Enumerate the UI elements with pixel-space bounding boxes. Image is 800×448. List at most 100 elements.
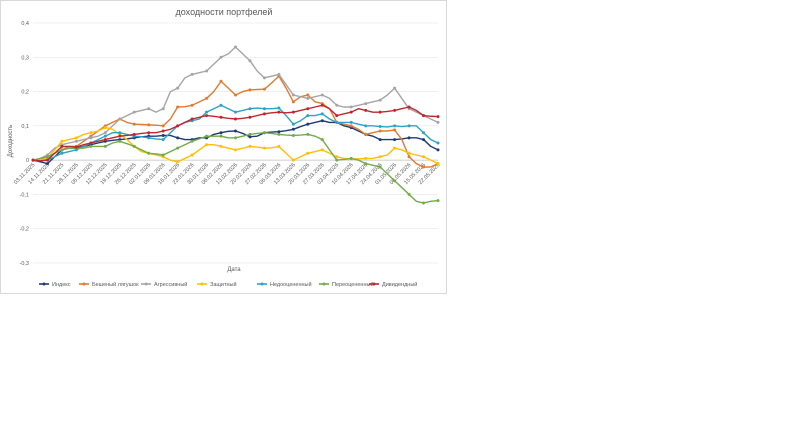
legend-label: Агрессивный: [154, 281, 187, 288]
series-line: [32, 75, 439, 168]
data-point: [248, 135, 252, 139]
data-point: [219, 103, 223, 107]
data-point: [234, 45, 237, 49]
data-point: [306, 93, 310, 97]
data-point: [393, 179, 397, 183]
legend-label: Недооцененный: [270, 281, 312, 288]
data-point: [219, 144, 223, 148]
data-point: [248, 107, 252, 111]
legend-marker: [260, 282, 264, 286]
data-point: [89, 144, 93, 148]
data-point: [176, 136, 180, 140]
data-point: [190, 153, 194, 157]
data-point: [234, 93, 237, 97]
data-point: [277, 130, 281, 134]
data-point: [103, 134, 107, 138]
data-point: [378, 155, 382, 159]
data-point: [277, 72, 281, 76]
data-point: [291, 133, 295, 137]
data-point: [89, 141, 93, 145]
data-point: [45, 155, 49, 159]
data-point: [349, 110, 353, 114]
data-point: [320, 148, 324, 152]
data-point: [147, 136, 151, 140]
data-point: [291, 100, 295, 104]
data-point: [161, 124, 165, 128]
data-point: [161, 153, 165, 157]
data-point: [422, 114, 426, 118]
data-point: [364, 162, 368, 166]
data-point: [118, 131, 122, 135]
data-point: [60, 144, 64, 148]
data-point: [31, 158, 35, 162]
data-point: [234, 148, 237, 152]
y-axis-title: Доходность: [8, 125, 14, 158]
data-point: [349, 105, 353, 109]
data-point: [132, 110, 136, 114]
data-point: [205, 96, 209, 100]
data-point: [262, 87, 266, 91]
data-point: [320, 93, 324, 97]
data-point: [45, 158, 49, 162]
data-point: [147, 151, 151, 155]
data-point: [45, 162, 49, 166]
data-point: [205, 143, 209, 147]
data-point: [248, 115, 252, 119]
data-point: [407, 105, 411, 109]
data-point: [320, 138, 324, 142]
data-point: [436, 162, 440, 166]
data-point: [335, 103, 339, 107]
legend-label: Дивидендный: [382, 281, 417, 288]
data-point: [190, 139, 194, 143]
data-point: [349, 156, 353, 160]
data-point: [176, 86, 180, 90]
data-point: [248, 88, 252, 92]
data-point: [335, 120, 339, 124]
data-point: [190, 103, 194, 107]
legend-label: Защитный: [210, 281, 237, 288]
data-point: [364, 108, 368, 112]
data-point: [349, 124, 353, 128]
data-point: [132, 144, 136, 148]
data-point: [234, 117, 237, 121]
data-point: [205, 134, 209, 138]
legend-label: Бешеный лягушок: [92, 281, 139, 288]
data-point: [277, 110, 281, 114]
data-point: [219, 55, 223, 59]
data-point: [306, 151, 310, 155]
data-point: [74, 136, 78, 140]
data-point: [219, 131, 223, 135]
data-point: [306, 114, 310, 118]
data-point: [60, 151, 64, 155]
data-point: [306, 122, 310, 126]
data-point: [161, 129, 165, 133]
data-point: [364, 132, 368, 136]
data-point: [60, 139, 64, 143]
chart-title: доходности портфелей: [176, 7, 273, 17]
data-point: [422, 201, 426, 205]
data-point: [422, 165, 426, 169]
data-point: [422, 138, 426, 142]
y-tick-label: 0,1: [21, 124, 29, 130]
data-point: [234, 110, 237, 114]
data-point: [277, 106, 281, 110]
legend-label: Переоцененный: [332, 281, 374, 288]
data-point: [147, 131, 151, 135]
legend-marker: [144, 282, 148, 286]
data-point: [291, 122, 295, 126]
data-point: [190, 117, 194, 121]
data-point: [262, 146, 266, 150]
data-point: [407, 124, 411, 128]
data-point: [205, 69, 209, 73]
data-point: [320, 119, 324, 123]
data-point: [306, 107, 310, 111]
data-point: [378, 165, 382, 169]
data-point: [393, 138, 397, 142]
data-point: [393, 124, 397, 128]
chart-frame: доходности портфелей 0,4 0,3 0,2 0,1 0 -0,1 -0…: [0, 0, 447, 294]
data-point: [262, 76, 266, 80]
data-point: [118, 139, 122, 143]
data-point: [147, 123, 151, 127]
data-point: [89, 136, 93, 140]
data-point: [436, 115, 440, 119]
